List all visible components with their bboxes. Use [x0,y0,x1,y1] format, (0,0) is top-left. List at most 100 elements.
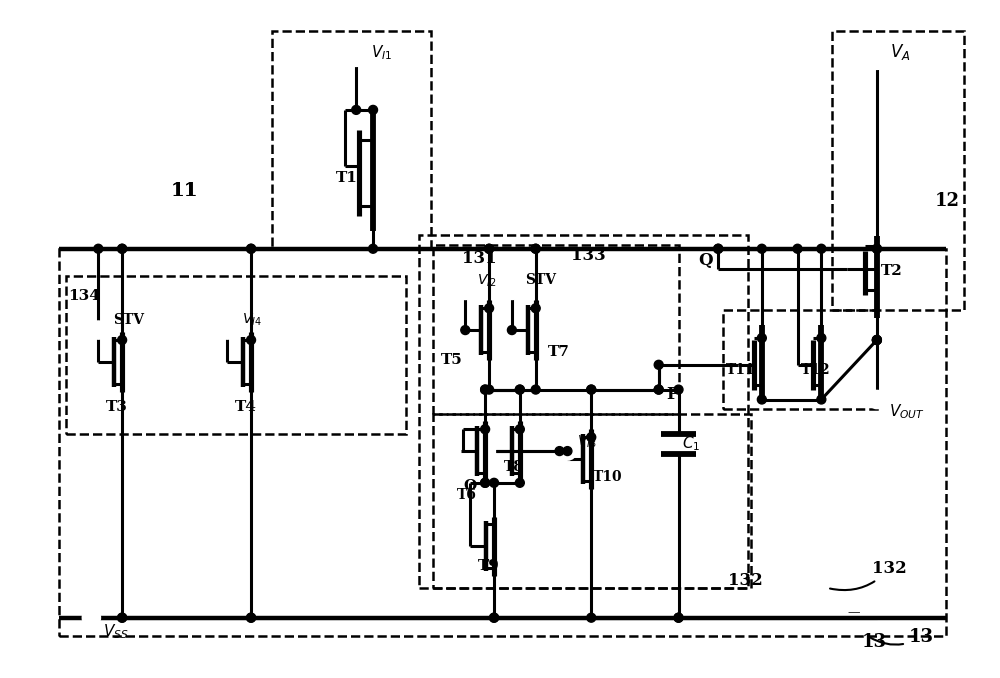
Text: 132: 132 [728,572,763,589]
Circle shape [674,385,683,394]
Text: 12: 12 [934,192,959,210]
Circle shape [757,334,766,342]
Circle shape [457,283,473,298]
Circle shape [757,395,766,404]
Circle shape [587,385,596,394]
Circle shape [118,244,127,253]
Circle shape [674,613,683,622]
Text: 131: 131 [462,250,497,267]
Circle shape [515,385,524,394]
Text: T9: T9 [478,559,500,573]
Text: $V_{SS}$: $V_{SS}$ [103,622,129,641]
Circle shape [531,304,540,313]
Circle shape [555,447,564,456]
Text: O: O [463,479,477,493]
Circle shape [118,336,127,344]
Circle shape [674,613,683,622]
Text: Q: Q [698,252,713,269]
Circle shape [531,244,540,253]
Text: T5: T5 [440,353,462,367]
Circle shape [461,325,470,334]
Text: $V_{I3}$: $V_{I3}$ [577,434,597,450]
Circle shape [869,392,885,407]
Circle shape [247,244,256,253]
Circle shape [490,613,499,622]
Circle shape [515,385,524,394]
Circle shape [563,447,572,456]
Circle shape [757,244,766,253]
Circle shape [714,244,723,253]
Circle shape [485,385,494,394]
Circle shape [90,322,106,338]
Circle shape [515,479,524,487]
Text: 13: 13 [862,633,887,652]
Circle shape [481,479,490,487]
Circle shape [247,613,256,622]
Text: $V_{OUT}$: $V_{OUT}$ [889,402,925,421]
Circle shape [587,385,596,394]
Circle shape [654,385,663,394]
Circle shape [817,395,826,404]
Text: T11: T11 [726,363,756,377]
Circle shape [872,244,881,253]
Circle shape [507,325,516,334]
Circle shape [531,385,540,394]
Circle shape [485,304,494,313]
Circle shape [872,336,881,344]
Circle shape [714,244,723,253]
Circle shape [587,433,596,441]
Circle shape [872,336,881,344]
Circle shape [481,479,490,487]
Circle shape [94,244,103,253]
Text: T12: T12 [801,363,830,377]
Text: 11: 11 [171,182,198,200]
Text: P: P [667,386,679,403]
Text: T4: T4 [235,401,257,414]
Circle shape [872,244,881,253]
Text: T6: T6 [457,487,477,502]
Circle shape [869,52,885,68]
Text: 132: 132 [830,560,907,590]
Circle shape [504,283,520,298]
Circle shape [83,610,99,626]
Text: T8: T8 [504,460,524,474]
Circle shape [817,244,826,253]
Circle shape [219,322,235,338]
Text: $V_{I4}$: $V_{I4}$ [242,312,262,328]
Circle shape [481,425,490,434]
Text: $V_{I1}$: $V_{I1}$ [371,43,392,62]
Circle shape [654,385,663,394]
Circle shape [369,106,378,115]
Circle shape [481,385,490,394]
Text: 13: 13 [869,629,934,647]
Text: 134: 134 [69,290,100,303]
Circle shape [531,244,540,253]
Circle shape [348,49,364,65]
Circle shape [247,244,256,253]
Text: 11: 11 [171,182,198,200]
Circle shape [118,613,127,622]
Text: T3: T3 [106,401,128,414]
Circle shape [369,244,378,253]
Text: STV: STV [113,313,144,327]
Text: T7: T7 [548,345,569,359]
Text: T2: T2 [881,264,903,277]
Circle shape [872,336,881,344]
Circle shape [352,106,361,115]
Text: T10: T10 [593,470,623,484]
Circle shape [485,244,494,253]
Text: 133: 133 [571,247,606,264]
Text: $V_{I2}$: $V_{I2}$ [477,273,497,289]
Circle shape [118,613,127,622]
Circle shape [247,336,256,344]
Circle shape [490,479,499,487]
Circle shape [118,244,127,253]
Circle shape [817,334,826,342]
Text: —: — [847,606,860,619]
Circle shape [793,244,802,253]
Text: STV: STV [525,273,556,287]
Circle shape [485,244,494,253]
Text: $C_1$: $C_1$ [682,435,701,454]
Circle shape [515,425,524,434]
Circle shape [247,613,256,622]
